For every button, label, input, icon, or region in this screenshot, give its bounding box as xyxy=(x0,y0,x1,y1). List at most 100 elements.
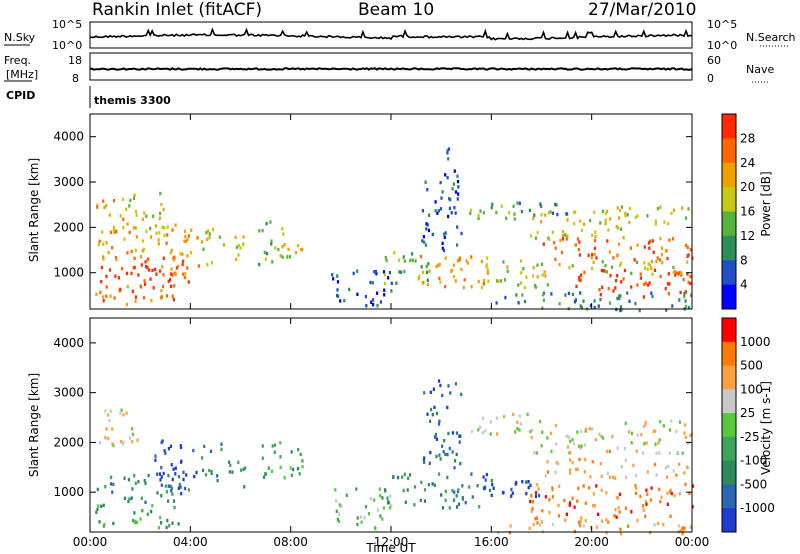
range-cell xyxy=(134,295,138,299)
range-cell xyxy=(504,295,507,300)
range-cell xyxy=(159,191,162,196)
range-cell xyxy=(580,228,584,233)
range-cell xyxy=(167,473,170,478)
range-cell xyxy=(544,213,547,217)
colorbar-tick-label: 500 xyxy=(740,359,763,373)
range-cell xyxy=(610,265,613,269)
x-tick-label: 00:00 xyxy=(73,535,108,549)
range-cell xyxy=(111,246,114,250)
range-cell xyxy=(180,491,183,496)
range-cell xyxy=(687,305,691,310)
range-cell xyxy=(376,508,379,512)
range-cell xyxy=(438,262,441,267)
range-cell xyxy=(154,267,157,272)
range-cell xyxy=(123,237,126,241)
range-cell xyxy=(352,271,355,276)
range-cell xyxy=(584,429,587,433)
range-cell xyxy=(435,454,438,459)
range-cell xyxy=(441,506,444,510)
range-cell xyxy=(452,498,456,502)
range-cell xyxy=(170,267,173,271)
range-cell xyxy=(169,278,172,282)
x-tick-label: 04:00 xyxy=(173,535,208,549)
range-cell xyxy=(676,450,679,455)
range-cell xyxy=(379,514,382,518)
range-cell xyxy=(134,481,137,485)
range-cell xyxy=(229,463,232,468)
colorbar-tick-label: -1000 xyxy=(740,501,775,515)
range-cell xyxy=(658,258,662,262)
range-cell xyxy=(608,301,612,305)
velocity-colorbar-label: Velocity [m s-1] xyxy=(759,381,773,475)
range-cell xyxy=(513,217,516,221)
range-cell xyxy=(457,185,460,189)
range-cell xyxy=(383,281,386,286)
range-cell xyxy=(355,487,358,491)
range-cell xyxy=(458,258,461,262)
colorbar-tick-label: 12 xyxy=(740,229,755,243)
range-cell xyxy=(139,284,142,288)
range-cell xyxy=(421,281,424,285)
range-cell xyxy=(617,226,620,230)
range-cell xyxy=(376,304,379,308)
range-cell xyxy=(185,473,188,477)
range-cell xyxy=(431,482,434,486)
range-cell xyxy=(630,431,634,436)
range-cell xyxy=(196,236,199,240)
range-cell xyxy=(102,242,105,246)
range-cell xyxy=(160,440,163,445)
range-cell xyxy=(614,507,617,512)
range-cell xyxy=(646,214,649,218)
range-cell xyxy=(666,502,669,506)
range-cell xyxy=(133,193,136,197)
range-cell xyxy=(173,255,176,259)
range-cell xyxy=(618,263,622,267)
range-cell xyxy=(569,439,572,443)
range-cell xyxy=(112,228,115,232)
range-cell xyxy=(569,468,572,472)
range-cell xyxy=(664,286,667,291)
range-cell xyxy=(425,264,428,269)
range-cell xyxy=(672,208,676,212)
range-cell xyxy=(609,273,612,278)
range-cell xyxy=(440,196,443,200)
range-cell xyxy=(597,304,600,308)
range-cell xyxy=(390,503,393,508)
range-cell xyxy=(132,226,135,230)
colorbar-swatch xyxy=(722,211,736,237)
range-cell xyxy=(595,484,598,488)
range-cell xyxy=(425,222,428,226)
colorbar-tick-label: 1000 xyxy=(740,335,771,349)
range-cell xyxy=(623,268,626,273)
range-cell xyxy=(672,270,675,275)
colorbar-swatch xyxy=(722,389,736,414)
range-cell xyxy=(167,446,170,451)
colorbar-swatch xyxy=(722,436,736,462)
range-cell xyxy=(678,491,681,496)
range-cell xyxy=(469,211,472,216)
range-cell xyxy=(540,520,543,524)
range-cell xyxy=(112,482,115,487)
range-cell xyxy=(133,256,136,261)
range-cell xyxy=(628,299,631,303)
range-cell xyxy=(541,262,544,266)
range-cell xyxy=(564,293,567,297)
y-tick-label: 2000 xyxy=(53,435,84,449)
range-cell xyxy=(636,214,639,218)
range-cell xyxy=(423,391,426,395)
range-cell xyxy=(208,468,211,473)
range-cell xyxy=(548,498,551,502)
range-cell xyxy=(640,432,643,437)
colorbar-swatch xyxy=(722,187,736,212)
range-cell xyxy=(263,250,266,254)
range-cell xyxy=(205,230,208,235)
range-cell xyxy=(114,274,117,278)
range-cell xyxy=(160,465,163,470)
range-cell xyxy=(447,147,451,151)
range-cell xyxy=(149,235,153,239)
range-cell xyxy=(639,494,642,499)
range-cell xyxy=(642,295,645,299)
range-cell xyxy=(146,512,149,516)
range-cell xyxy=(96,203,99,207)
